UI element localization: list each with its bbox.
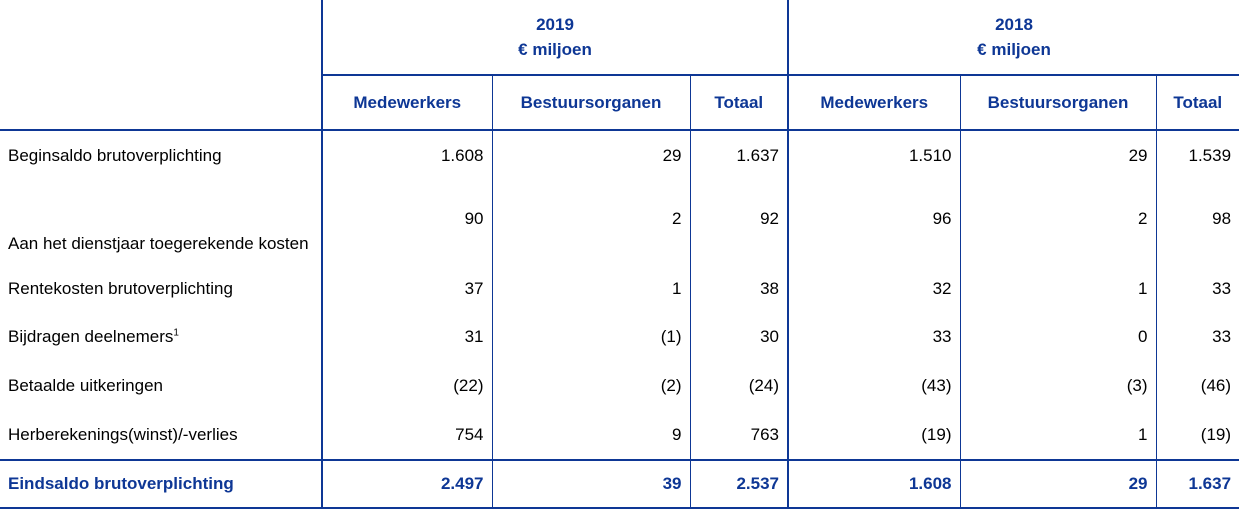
column-header-row: Medewerkers Bestuursorganen Totaal Medew… <box>0 75 1240 131</box>
cell-value: 30 <box>689 312 788 362</box>
cell-value: (2) <box>491 362 690 410</box>
row-label: Rentekosten brutoverplichting <box>8 279 233 298</box>
row-label: Betaalde uitkeringen <box>8 376 164 395</box>
cell-value: (22) <box>321 362 492 410</box>
year-label: 2019 <box>536 15 574 34</box>
cell-value: (19) <box>787 410 960 460</box>
table-row: Betaalde uitkeringen (22) (2) (24) (43) … <box>0 362 1240 410</box>
column-header: Totaal <box>689 75 788 131</box>
table-row: Aan het dienstjaar toegerekende kosten 9… <box>0 181 1240 266</box>
empty-corner <box>0 0 322 131</box>
column-header: Medewerkers <box>787 75 960 131</box>
unit-label: € miljoen <box>518 40 592 59</box>
cell-value: (46) <box>1155 362 1240 410</box>
cell-value: 96 <box>787 181 960 266</box>
row-label-text: Bijdragen deelnemers <box>8 327 174 346</box>
table-row: Rentekosten brutoverplichting 37 1 38 32… <box>0 266 1240 312</box>
cell-value: 33 <box>787 312 960 362</box>
cell-value: 38 <box>689 266 788 312</box>
cell-value: 31 <box>321 312 492 362</box>
cell-value: 1.539 <box>1155 130 1240 181</box>
cell-value: (19) <box>1155 410 1240 460</box>
cell-value: 2 <box>959 181 1156 266</box>
cell-value: 2 <box>491 181 690 266</box>
cell-value: 33 <box>1155 312 1240 362</box>
cell-value: 1 <box>959 266 1156 312</box>
cell-value: (3) <box>959 362 1156 410</box>
cell-value: 32 <box>787 266 960 312</box>
cell-value: (1) <box>491 312 690 362</box>
table-row: Beginsaldo brutoverplichting 1.608 29 1.… <box>0 130 1240 181</box>
year-label: 2018 <box>995 15 1033 34</box>
year-header-2018: 2018 € miljoen <box>786 0 1240 76</box>
cell-value: 1.608 <box>321 130 492 181</box>
cell-value: 29 <box>959 130 1156 181</box>
cell-value: 90 <box>321 181 492 266</box>
year-header-row: 2019 € miljoen 2018 € miljoen <box>0 0 1240 131</box>
cell-value: 37 <box>321 266 492 312</box>
cell-value: (24) <box>689 362 788 410</box>
footnote-marker: 1 <box>173 327 179 339</box>
cell-value: 29 <box>491 130 690 181</box>
unit-label: € miljoen <box>977 40 1051 59</box>
column-header: Bestuursorganen <box>491 75 690 131</box>
cell-value: 1 <box>959 410 1156 460</box>
cell-value: 1.637 <box>689 130 788 181</box>
table-row: Herberekenings(winst)/-verlies 754 9 763… <box>0 410 1240 460</box>
row-label: Beginsaldo brutoverplichting <box>8 146 222 165</box>
cell-value: (43) <box>787 362 960 410</box>
column-header: Bestuursorganen <box>959 75 1156 131</box>
table-row: Bijdragen deelnemers1 31 (1) 30 33 0 33 <box>0 312 1240 362</box>
row-label: Bijdragen deelnemers1 <box>0 312 322 362</box>
row-label: Aan het dienstjaar toegerekende kosten <box>8 234 309 253</box>
cell-value: 92 <box>689 181 788 266</box>
cell-value: 98 <box>1155 181 1240 266</box>
column-header: Medewerkers <box>321 75 492 131</box>
row-label: Herberekenings(winst)/-verlies <box>8 424 238 444</box>
cell-value: 754 <box>321 410 492 460</box>
cell-value: 1.510 <box>787 130 960 181</box>
cell-value: 763 <box>689 410 788 460</box>
cell-value: 33 <box>1155 266 1240 312</box>
cell-value: 0 <box>959 312 1156 362</box>
column-header: Totaal <box>1155 75 1240 131</box>
cell-value: 1 <box>491 266 690 312</box>
year-header-2019: 2019 € miljoen <box>321 0 788 76</box>
cell-value: 9 <box>491 410 690 460</box>
